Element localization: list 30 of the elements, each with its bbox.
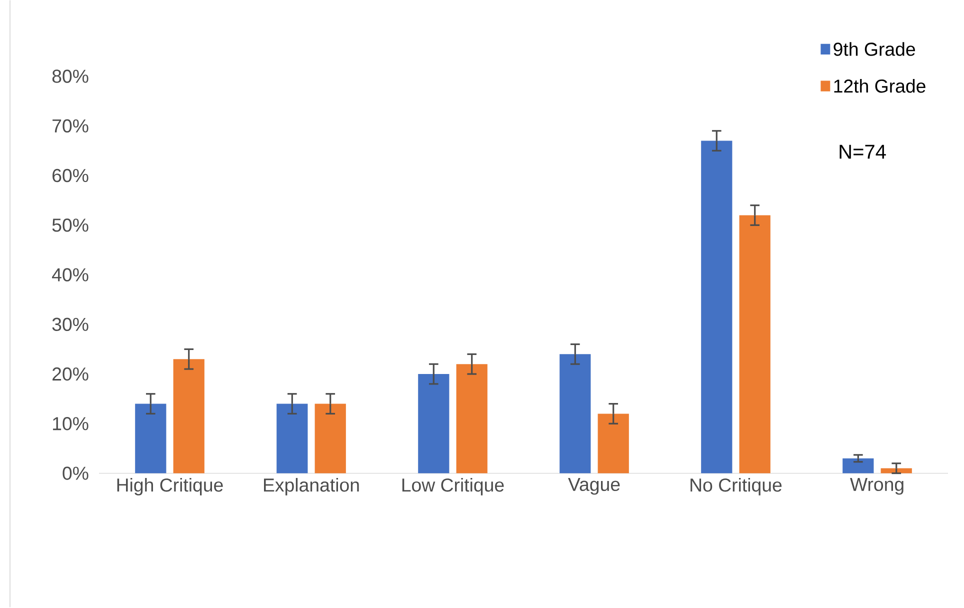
bar [135, 404, 166, 474]
y-tick-label: 60% [52, 169, 88, 182]
bar [880, 468, 912, 474]
y-tick-label: 0% [62, 466, 88, 480]
x-tick-label: High Critique [117, 478, 223, 496]
x-tick-label: Vague [568, 478, 620, 495]
bar [418, 374, 450, 474]
y-tick-label: 70% [52, 120, 88, 133]
y-tick-label: 30% [52, 318, 88, 332]
bar [276, 404, 308, 474]
bar [456, 364, 488, 474]
bar [173, 359, 204, 474]
bar [739, 215, 770, 474]
y-tick-label: 10% [53, 417, 88, 430]
x-tick-label: Low Critique [402, 478, 504, 496]
legend-label: 9th Grade [834, 42, 915, 56]
bar [842, 458, 874, 474]
bar [314, 404, 346, 474]
y-tick-label: 40% [52, 268, 88, 282]
y-tick-label: 20% [52, 368, 88, 381]
legend-label: 12th Grade [834, 79, 926, 93]
y-tick-label: 80% [52, 70, 88, 84]
y-tick-label: 50% [52, 218, 88, 232]
x-tick-label: Explanation [264, 478, 359, 496]
annotation: N=74 [840, 145, 886, 159]
x-tick-label: No Critique [690, 478, 782, 496]
bar [598, 414, 629, 474]
bar [701, 141, 732, 474]
bar [560, 354, 591, 474]
x-tick-label: Wrong [850, 478, 904, 495]
